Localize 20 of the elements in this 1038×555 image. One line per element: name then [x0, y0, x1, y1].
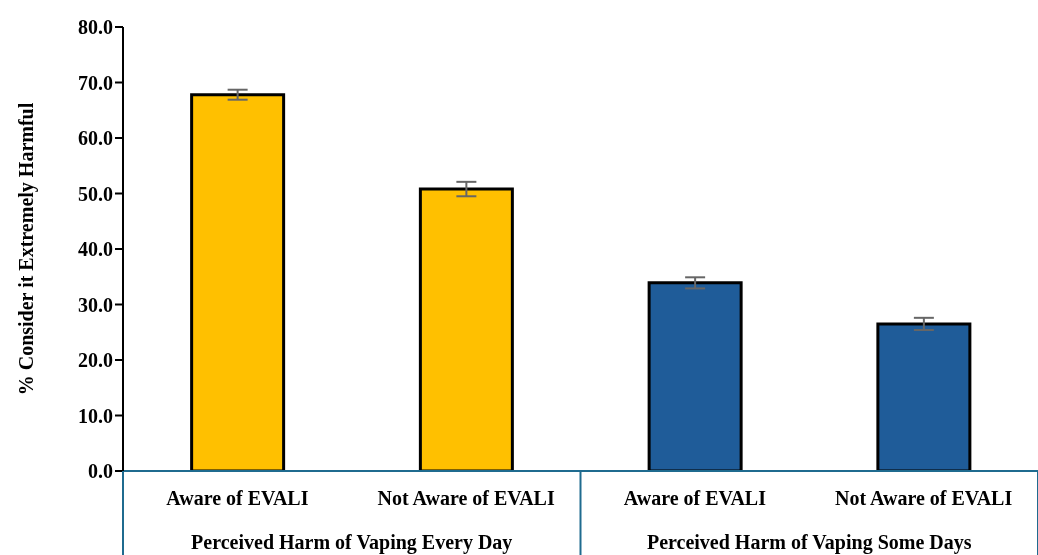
text: Perceived Harm of Vaping Every Day [190, 531, 514, 554]
y-tick-label: 20.0 [78, 349, 113, 372]
y-tick-label: 0.0 [88, 460, 113, 483]
bar [190, 93, 286, 471]
text: Perceived Harm of Vaping Some Days [645, 531, 973, 554]
y-tick-label: 40.0 [78, 238, 113, 261]
y-tick-label: 50.0 [78, 182, 113, 205]
y-axis-title: % Consider it Extremely Harmful [15, 102, 39, 396]
bar [876, 322, 972, 471]
bar [647, 281, 743, 471]
x-tick-label: Aware of EVALI [166, 487, 309, 509]
y-tick-label: 80.0 [78, 16, 113, 39]
y-tick-label: 60.0 [78, 127, 113, 150]
x-tick-label: Aware of EVALI [623, 487, 767, 509]
y-tick-label: 10.0 [78, 404, 113, 427]
bar [418, 187, 514, 471]
y-tick-label: 70.0 [78, 71, 113, 94]
x-tick-label: Not Aware of EVALI [835, 487, 1013, 509]
y-tick-label: 30.0 [78, 293, 113, 316]
x-tick-label: Not Aware of EVALI [377, 487, 555, 509]
